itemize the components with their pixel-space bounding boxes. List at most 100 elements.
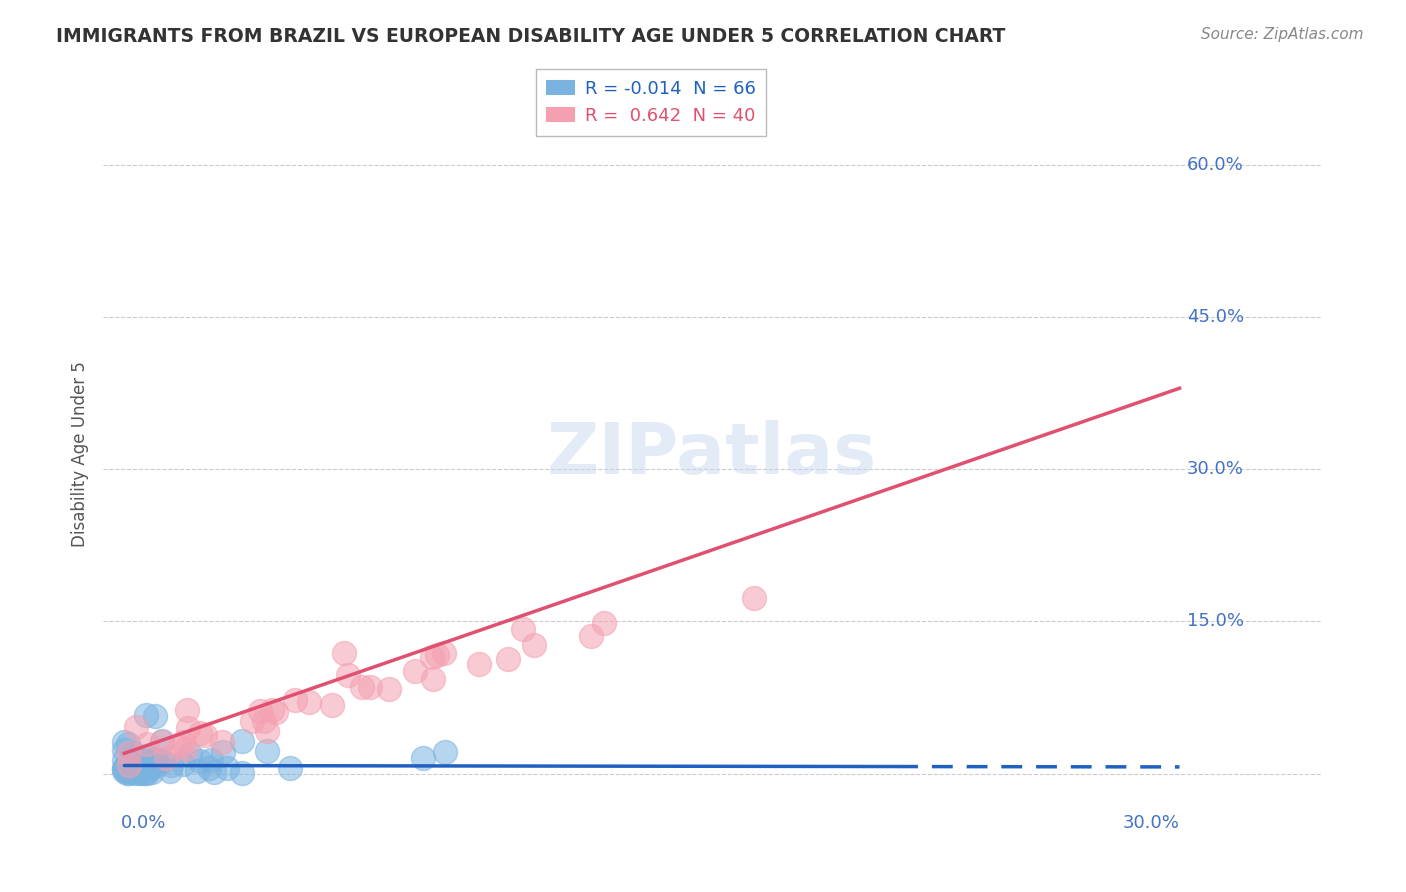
Point [118, 746, 141, 760]
Point [120, 764, 142, 779]
Text: Source: ZipAtlas.com: Source: ZipAtlas.com [1201, 27, 1364, 42]
Point [127, 763, 149, 777]
Point [139, 756, 162, 770]
Point [136, 737, 159, 751]
Point [121, 760, 143, 774]
Text: 60.0%: 60.0% [1187, 156, 1243, 174]
Point [592, 616, 614, 631]
Point [121, 763, 143, 777]
Point [278, 761, 301, 775]
Point [336, 668, 359, 682]
Point [412, 751, 434, 765]
Point [332, 646, 354, 660]
Point [177, 721, 200, 735]
Point [117, 760, 139, 774]
Point [135, 757, 157, 772]
Point [112, 754, 135, 768]
Point [422, 672, 444, 686]
Point [174, 742, 197, 756]
Point [138, 761, 160, 775]
Point [198, 761, 221, 775]
Point [297, 695, 319, 709]
Point [114, 761, 136, 775]
Point [146, 756, 169, 771]
Point [167, 739, 190, 754]
Point [742, 591, 765, 605]
Point [433, 647, 456, 661]
Point [117, 758, 139, 772]
Point [262, 703, 284, 717]
Point [426, 648, 449, 662]
Point [256, 724, 278, 739]
Point [138, 753, 160, 767]
Point [152, 735, 174, 749]
Point [118, 765, 141, 780]
Point [231, 733, 253, 747]
Point [512, 622, 534, 636]
Point [188, 754, 211, 768]
Point [124, 756, 146, 770]
Point [159, 764, 181, 778]
Point [122, 746, 145, 760]
Point [118, 758, 141, 772]
Point [136, 765, 159, 780]
Point [112, 761, 135, 775]
Point [129, 764, 152, 779]
Point [194, 728, 217, 742]
Point [176, 703, 198, 717]
Point [143, 756, 166, 770]
Point [117, 765, 139, 780]
Point [188, 726, 211, 740]
Point [122, 749, 145, 764]
Point [145, 752, 167, 766]
Point [211, 745, 233, 759]
Point [120, 754, 142, 768]
Point [134, 765, 156, 780]
Point [124, 720, 146, 734]
Text: IMMIGRANTS FROM BRAZIL VS EUROPEAN DISABILITY AGE UNDER 5 CORRELATION CHART: IMMIGRANTS FROM BRAZIL VS EUROPEAN DISAB… [56, 27, 1005, 45]
Text: 0.0%: 0.0% [121, 814, 166, 832]
Point [350, 680, 373, 694]
Point [128, 765, 150, 780]
Point [172, 735, 194, 749]
Point [264, 706, 287, 720]
Point [131, 756, 153, 771]
Point [231, 765, 253, 780]
Point [172, 757, 194, 772]
Point [579, 629, 602, 643]
Point [150, 754, 173, 768]
Point [359, 680, 381, 694]
Point [129, 765, 152, 780]
Point [141, 761, 163, 775]
Point [256, 744, 278, 758]
Point [378, 681, 401, 696]
Text: 30.0%: 30.0% [1187, 460, 1243, 478]
Point [284, 693, 307, 707]
Point [129, 761, 152, 775]
Point [468, 657, 491, 672]
Point [434, 745, 457, 759]
Point [129, 753, 152, 767]
Point [240, 714, 263, 728]
Text: ZIPatlas: ZIPatlas [547, 419, 877, 489]
Point [145, 709, 167, 723]
Y-axis label: Disability Age Under 5: Disability Age Under 5 [72, 361, 89, 547]
Point [202, 764, 225, 779]
Point [179, 747, 201, 762]
Point [496, 652, 519, 666]
Text: 45.0%: 45.0% [1187, 309, 1244, 326]
Point [141, 755, 163, 769]
Point [160, 758, 183, 772]
Point [249, 704, 271, 718]
Text: 30.0%: 30.0% [1122, 814, 1180, 832]
Point [420, 649, 443, 664]
Point [141, 765, 163, 780]
Point [253, 714, 276, 729]
Point [135, 708, 157, 723]
Point [117, 762, 139, 776]
Point [122, 760, 145, 774]
Point [112, 743, 135, 757]
Point [211, 735, 233, 749]
Point [132, 760, 155, 774]
Point [112, 762, 135, 776]
